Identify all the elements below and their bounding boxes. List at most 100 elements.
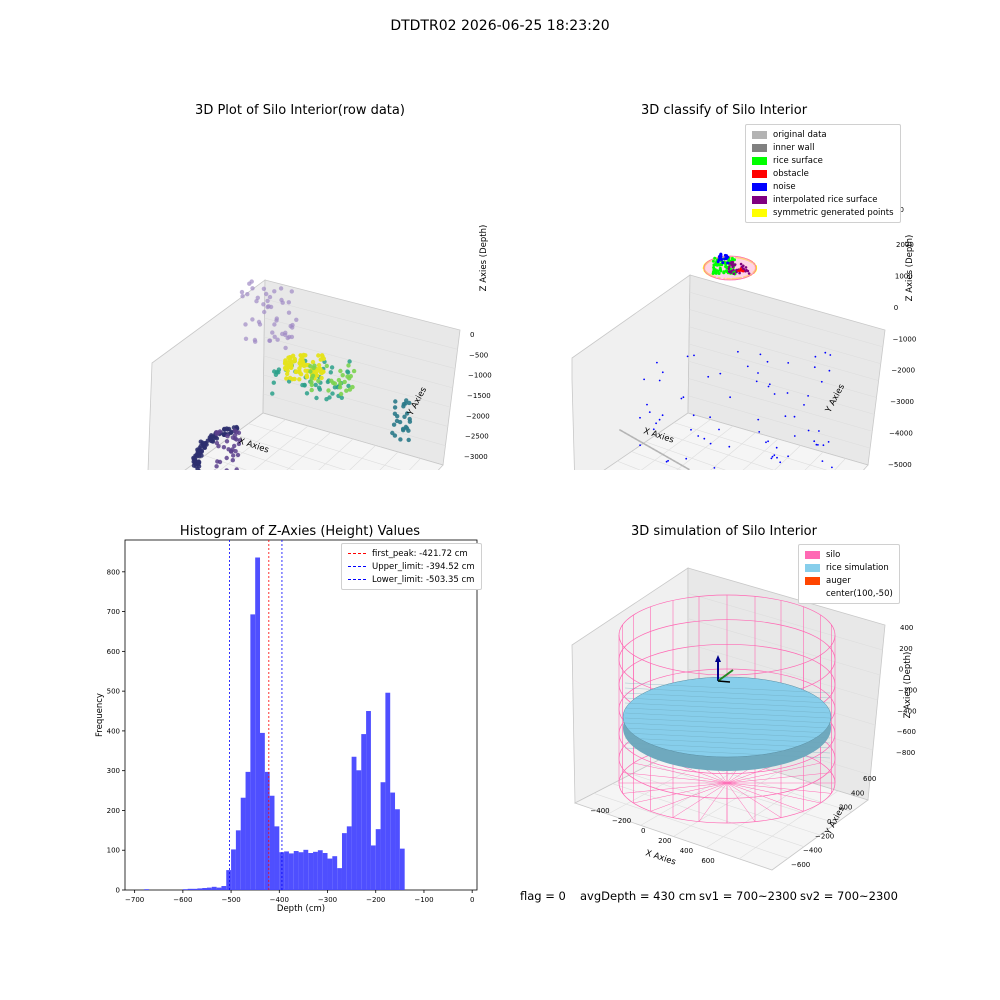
- raw-point: [287, 375, 293, 381]
- histogram-bar: [245, 771, 251, 891]
- sv2-text: sv2 = 700~2300: [800, 889, 898, 903]
- raw-point: [303, 368, 308, 373]
- grid-line: [253, 425, 309, 470]
- raw-point: [272, 289, 277, 294]
- classify-point-noise: [775, 446, 778, 449]
- classify-point-noise: [827, 441, 830, 443]
- tick-label: −3000: [464, 453, 488, 461]
- classify-point-noise: [814, 355, 817, 358]
- raw-z-label: Z Axies (Depth): [479, 225, 489, 292]
- silo-spoke: [726, 782, 832, 794]
- classify-point-noise: [759, 353, 762, 356]
- grid-line: [263, 393, 446, 447]
- raw-point: [275, 337, 280, 342]
- classify-point-noise: [692, 414, 695, 417]
- rice-simulation-surface: [622, 676, 832, 771]
- raw-point: [197, 469, 201, 470]
- tick-label: −200: [815, 832, 834, 840]
- classify-point-noise: [680, 397, 683, 400]
- classify-point-original: [687, 468, 690, 470]
- raw-point: [214, 436, 220, 441]
- classify-point-noise: [686, 355, 689, 358]
- grid-line: [631, 451, 682, 470]
- tick-label: 200: [899, 645, 912, 653]
- classify-point-interp: [732, 272, 736, 275]
- x-tick-label: −500: [221, 896, 240, 904]
- classify-point-rice: [713, 256, 717, 260]
- raw-point: [197, 450, 203, 455]
- rice-mesh: [624, 692, 831, 704]
- raw-point: [214, 464, 219, 469]
- raw-point: [280, 300, 285, 305]
- raw-point: [346, 363, 351, 368]
- raw-point: [392, 411, 398, 416]
- classify-point-noise: [658, 379, 661, 382]
- histogram-x-label: Depth (cm): [277, 904, 325, 914]
- classify-point-noise: [767, 385, 770, 388]
- classify-point-noise: [784, 415, 787, 418]
- raw-point: [235, 452, 241, 458]
- classify-point-noise: [729, 396, 731, 399]
- rice-mesh: [624, 717, 831, 729]
- raw-point: [286, 300, 291, 305]
- classify-point-noise: [718, 428, 720, 431]
- classify-z-ticks: 2000 1000 0 −1000 −2000 −3000 −4000 −5000: [888, 241, 916, 469]
- rice-top: [622, 676, 832, 758]
- raw-point: [336, 377, 342, 383]
- classify-point-noise: [807, 395, 809, 397]
- raw-point: [207, 435, 212, 440]
- tick-label: −4000: [889, 430, 913, 438]
- classify-point-interp: [738, 271, 741, 275]
- tick-label: −2000: [466, 412, 490, 420]
- classify-point-noise: [719, 252, 723, 256]
- histogram-bar: [293, 851, 299, 890]
- simulation-plot-title: 3D simulation of Silo Interior: [631, 524, 817, 539]
- classify-point-noise: [723, 253, 727, 257]
- classify-point-rice: [711, 259, 715, 263]
- histogram-bar: [366, 711, 371, 890]
- raw-point: [239, 289, 245, 295]
- classify-point-noise: [703, 437, 706, 440]
- legend-label: inner wall: [773, 142, 815, 153]
- raw-point: [272, 334, 277, 339]
- histogram-bar: [346, 826, 352, 890]
- rice-mesh: [624, 682, 831, 694]
- x-tick-label: −600: [173, 896, 192, 904]
- classify-point-noise: [690, 428, 692, 431]
- tick-label: 0: [899, 666, 903, 674]
- classify-point-rice: [712, 266, 716, 269]
- raw-point: [211, 436, 216, 442]
- raw-point: [328, 370, 333, 375]
- classify-point-noise: [709, 442, 712, 445]
- grid-line: [688, 395, 871, 449]
- raw-z-ticks: 0 −500 −1000 −1500 −2000 −2500 −3000: [464, 331, 492, 461]
- legend-entry: first_peak: -421.72 cm: [348, 547, 475, 560]
- raw-point: [392, 405, 398, 410]
- classify-point-noise: [728, 445, 731, 448]
- raw-point: [221, 445, 227, 450]
- histogram-bar: [221, 886, 227, 890]
- classify-point-interp: [732, 268, 735, 272]
- classify-point-interp: [727, 267, 731, 271]
- histogram-bar: [284, 851, 289, 890]
- y-tick-label: 200: [107, 807, 120, 815]
- histogram-bar: [197, 888, 203, 890]
- raw-point: [243, 322, 248, 327]
- raw-point: [267, 294, 273, 300]
- histogram-bar: [274, 826, 280, 890]
- tick-label: 400: [900, 624, 913, 632]
- classify-point-noise: [724, 256, 728, 260]
- raw-point: [290, 353, 296, 358]
- raw-point: [330, 391, 335, 396]
- grid-line: [379, 451, 399, 470]
- legend-entry: rice surface: [752, 154, 894, 167]
- simulation-x-label: X Axies: [644, 848, 677, 867]
- classify-point-noise: [813, 440, 816, 443]
- raw-point: [266, 304, 271, 309]
- legend-label: auger: [826, 575, 851, 586]
- classify-point-noise: [718, 255, 722, 259]
- classify-point-noise: [707, 375, 710, 378]
- legend-entry: rice simulation: [805, 561, 893, 574]
- tick-label: 600: [863, 775, 876, 783]
- classify-point-noise: [648, 411, 651, 413]
